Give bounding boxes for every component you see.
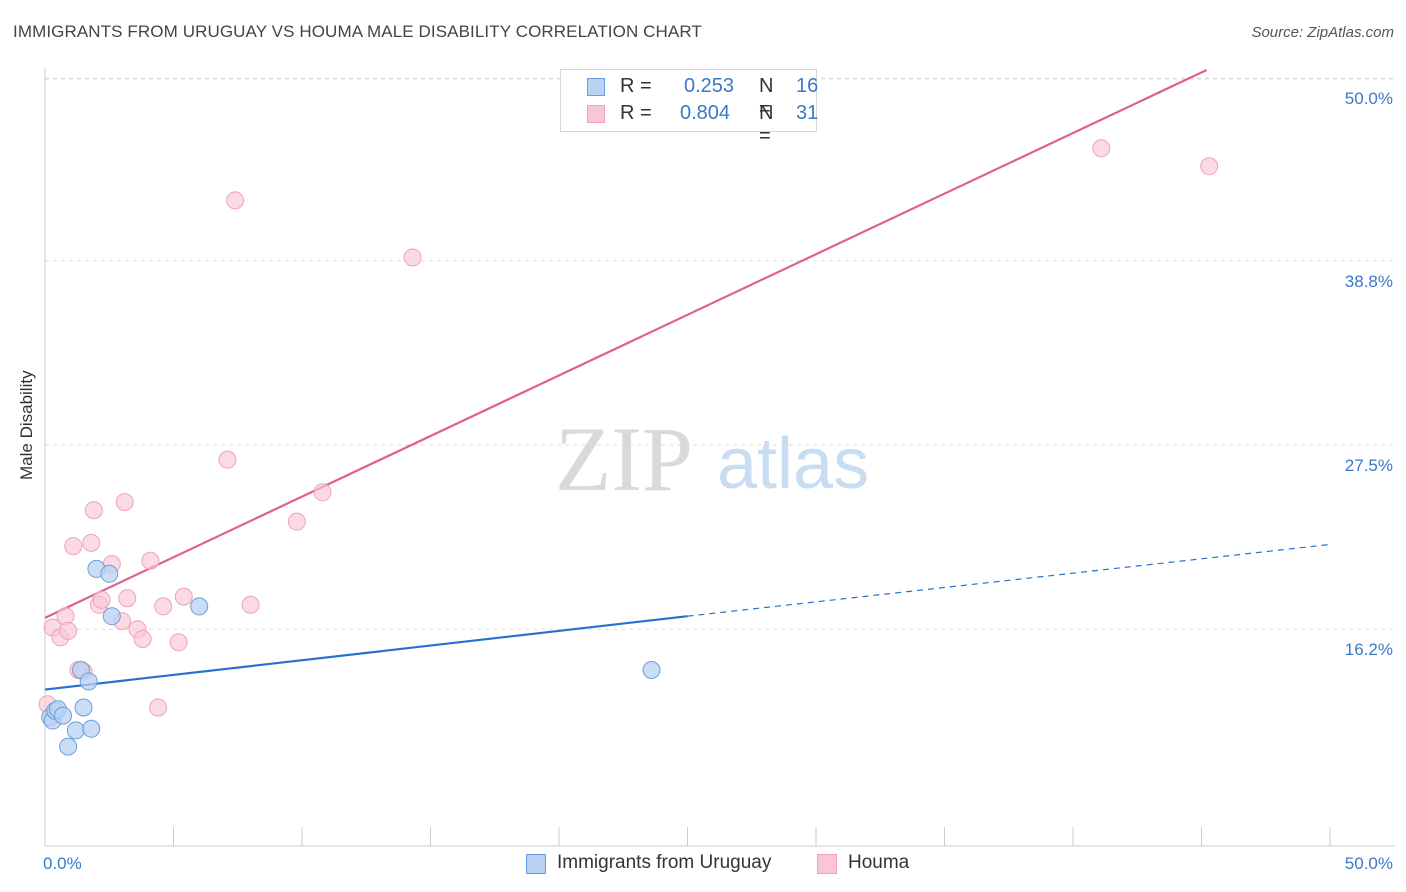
watermark-zip: ZIP bbox=[555, 408, 693, 510]
watermark-atlas: atlas bbox=[717, 424, 869, 504]
houma-point bbox=[133, 630, 152, 649]
x-tick-label: 0.0% bbox=[43, 854, 82, 873]
houma-point bbox=[313, 483, 332, 502]
uruguay-point bbox=[53, 706, 72, 725]
uruguay-point bbox=[59, 737, 78, 756]
houma-point bbox=[403, 248, 422, 267]
houma-point bbox=[141, 551, 160, 570]
legend-n-label: N = bbox=[759, 75, 774, 120]
uruguay-point bbox=[102, 607, 121, 626]
correlation-legend: R = 0.253 N = 16 R = 0.804 N = 31 bbox=[560, 69, 819, 147]
houma-point bbox=[241, 595, 260, 614]
y-tick-label: 16.2% bbox=[1345, 640, 1393, 659]
y-tick-label: 50.0% bbox=[1345, 89, 1393, 108]
houma-point bbox=[84, 501, 103, 520]
y-tick-label: 38.8% bbox=[1345, 272, 1393, 291]
houma-point bbox=[56, 607, 75, 626]
houma-point bbox=[1200, 157, 1219, 176]
y-tick-label: 27.5% bbox=[1345, 456, 1393, 475]
legend-n-value: 16 bbox=[796, 75, 819, 97]
houma-trend-line bbox=[44, 69, 1208, 619]
uruguay-point bbox=[642, 661, 661, 679]
houma-point bbox=[149, 698, 168, 717]
uruguay-point bbox=[66, 721, 85, 740]
y-axis-label: Male Disability bbox=[17, 370, 36, 480]
bottom-legend-swatch-uruguay bbox=[526, 854, 546, 874]
uruguay-point bbox=[82, 719, 101, 738]
houma-point bbox=[118, 589, 137, 608]
bottom-legend-label-uruguay: Immigrants from Uruguay bbox=[557, 852, 772, 873]
uruguay-point bbox=[190, 597, 209, 616]
legend-swatch-uruguay bbox=[587, 78, 605, 96]
legend-r-value: 0.804 bbox=[680, 102, 731, 124]
houma-point bbox=[169, 633, 188, 652]
houma-point bbox=[174, 587, 193, 606]
uruguay-point bbox=[74, 698, 93, 717]
x-tick-label: 50.0% bbox=[1345, 854, 1393, 873]
uruguay-point bbox=[79, 672, 98, 691]
legend-r-label: R = bbox=[620, 75, 652, 97]
uruguay-trend-line bbox=[44, 615, 688, 691]
houma-point bbox=[218, 450, 237, 469]
uruguay-trend-extension bbox=[687, 543, 1331, 617]
uruguay-point bbox=[100, 564, 119, 583]
legend-r-value: 0.253 bbox=[684, 75, 735, 97]
houma-point bbox=[115, 493, 134, 512]
legend-n-label: N = bbox=[759, 102, 774, 147]
houma-point bbox=[59, 621, 78, 640]
houma-point bbox=[287, 512, 306, 531]
bottom-legend-label-houma: Houma bbox=[848, 852, 910, 873]
houma-point bbox=[1092, 139, 1111, 158]
source-label: Source: ZipAtlas.com bbox=[1251, 24, 1394, 41]
legend-swatch-houma bbox=[587, 105, 605, 123]
houma-point bbox=[82, 533, 101, 552]
houma-point bbox=[92, 590, 111, 609]
legend-r-label: R = bbox=[620, 102, 652, 124]
legend-n-value: 31 bbox=[796, 102, 819, 124]
houma-point bbox=[154, 597, 173, 616]
houma-point bbox=[64, 537, 83, 556]
chart-title: IMMIGRANTS FROM URUGUAY VS HOUMA MALE DI… bbox=[13, 22, 702, 41]
bottom-legend-swatch-houma bbox=[817, 854, 837, 874]
houma-point bbox=[226, 191, 245, 210]
